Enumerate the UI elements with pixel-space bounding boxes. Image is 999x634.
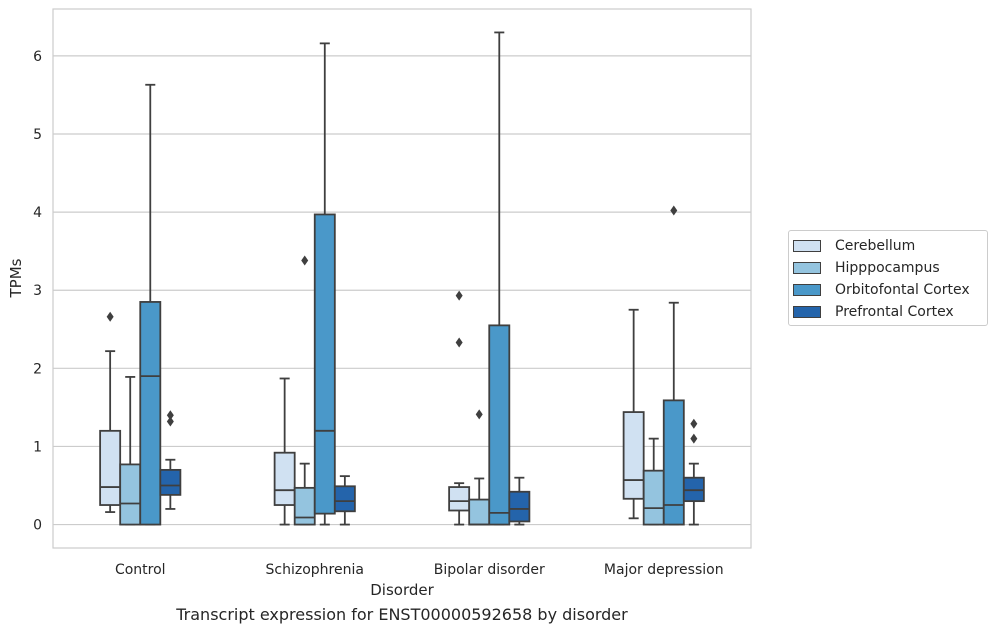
box-rect bbox=[119, 463, 142, 526]
x-tick-label: Control bbox=[115, 562, 166, 578]
box-rect bbox=[333, 485, 356, 513]
box-rect bbox=[622, 411, 645, 500]
box-rect bbox=[139, 301, 162, 526]
box-item bbox=[313, 42, 336, 526]
legend-swatch bbox=[793, 240, 821, 252]
outlier-point bbox=[690, 433, 698, 444]
outlier-point bbox=[455, 290, 463, 301]
legend: Cerebellum Hipppocampus Orbitofontal Cor… bbox=[788, 230, 988, 326]
box-rect bbox=[313, 213, 336, 515]
y-tick-labels: 0 1 2 3 4 5 6 bbox=[33, 49, 42, 534]
box-groups bbox=[99, 31, 705, 526]
outlier-point bbox=[670, 205, 678, 216]
box-item bbox=[662, 205, 685, 526]
box-rect bbox=[662, 399, 685, 526]
outlier-point bbox=[166, 416, 174, 427]
plot-frame bbox=[52, 8, 752, 549]
x-tick-label: Major depression bbox=[604, 562, 724, 578]
outlier-point bbox=[166, 410, 174, 421]
box-rect bbox=[159, 468, 182, 496]
box-rect bbox=[468, 498, 491, 526]
box-item bbox=[159, 410, 182, 510]
box-rect bbox=[448, 486, 471, 512]
box-rect bbox=[508, 490, 531, 523]
y-tick-label: 0 bbox=[33, 518, 42, 534]
box-item bbox=[448, 290, 471, 526]
box-item bbox=[99, 311, 122, 513]
legend-label: Hipppocampus bbox=[835, 260, 940, 276]
y-tick-label: 2 bbox=[33, 361, 42, 377]
chart-title: Transcript expression for ENST0000059265… bbox=[176, 605, 628, 624]
legend-label: Orbitofontal Cortex bbox=[835, 282, 970, 298]
outlier-point bbox=[455, 337, 463, 348]
box-rect bbox=[642, 469, 665, 526]
y-tick-label: 5 bbox=[33, 127, 42, 143]
box-item bbox=[682, 418, 705, 526]
box-rect bbox=[293, 486, 316, 526]
y-tick-label: 1 bbox=[33, 439, 42, 455]
legend-swatch bbox=[793, 306, 821, 318]
outlier-point bbox=[475, 409, 483, 420]
x-axis-title: Disorder bbox=[370, 581, 434, 599]
legend-item-orbitofrontal-cortex: Orbitofontal Cortex bbox=[793, 281, 970, 299]
y-tick-label: 4 bbox=[33, 205, 42, 221]
box-item bbox=[622, 308, 645, 520]
legend-label: Cerebellum bbox=[835, 238, 916, 254]
y-axis-title: TPMs bbox=[7, 258, 25, 298]
legend-item-cerebellum: Cerebellum bbox=[793, 237, 915, 255]
box-item bbox=[333, 475, 356, 526]
box-rect bbox=[273, 451, 296, 506]
box-item bbox=[139, 83, 162, 526]
y-tick-label: 6 bbox=[33, 49, 42, 65]
legend-swatch bbox=[793, 262, 821, 274]
x-tick-labels: Control Schizophrenia Bipolar disorder Majo… bbox=[115, 562, 724, 578]
x-tick-label: Schizophrenia bbox=[266, 562, 364, 578]
y-tick-label: 3 bbox=[33, 283, 42, 299]
outlier-point bbox=[690, 418, 698, 429]
box-item bbox=[642, 437, 665, 526]
outlier-point bbox=[301, 255, 309, 266]
legend-label: Prefrontal Cortex bbox=[835, 304, 954, 320]
grid-lines bbox=[53, 55, 751, 526]
x-tick-label: Bipolar disorder bbox=[434, 562, 545, 578]
legend-item-prefrontal-cortex: Prefrontal Cortex bbox=[793, 303, 954, 321]
box-item bbox=[508, 476, 531, 526]
box-item bbox=[273, 377, 296, 526]
box-rect bbox=[488, 324, 511, 526]
legend-swatch bbox=[793, 284, 821, 296]
box-item bbox=[488, 31, 511, 526]
box-rect bbox=[99, 429, 122, 506]
outlier-point bbox=[106, 311, 114, 322]
legend-item-hippocampus: Hipppocampus bbox=[793, 259, 940, 277]
